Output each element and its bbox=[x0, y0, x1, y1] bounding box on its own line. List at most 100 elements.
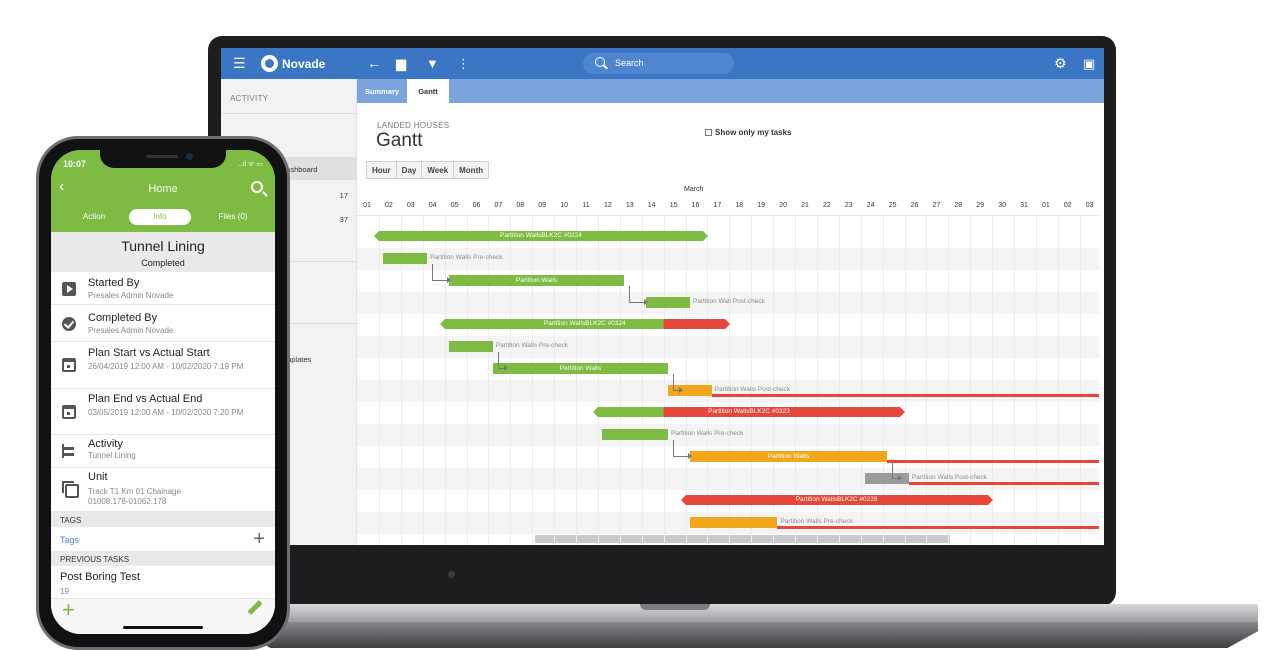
gantt-chart[interactable]: March 01 02 03 04 05 06 07 08 09 10 11 12 13 14 15 16 17… bbox=[357, 183, 1099, 545]
gantt-grid-line bbox=[532, 215, 534, 545]
gantt-overdue-line bbox=[886, 460, 1099, 463]
gantt-grid-line bbox=[597, 215, 599, 545]
gantt-day-label: 26 bbox=[910, 202, 919, 209]
laptop-opening-notch bbox=[640, 604, 710, 610]
gantt-task-bar[interactable]: Partition Walls bbox=[492, 363, 668, 374]
row-title: Unit bbox=[88, 471, 108, 483]
search-input[interactable]: Search bbox=[583, 53, 734, 74]
menu-icon[interactable]: ☰ bbox=[233, 55, 246, 71]
gantt-task-label: Partition Walls Pre-check bbox=[430, 254, 503, 261]
gantt-dependency-arrow bbox=[891, 462, 902, 481]
scale-hour-button[interactable]: Hour bbox=[367, 162, 397, 178]
gantt-task-label: Partition Walls Post-check bbox=[911, 474, 988, 481]
scale-week-button[interactable]: Week bbox=[422, 162, 455, 178]
gantt-day-label: 08 bbox=[516, 202, 525, 209]
gantt-task-bar[interactable] bbox=[667, 385, 712, 396]
row-title: Completed By bbox=[88, 312, 158, 324]
gantt-grid-line bbox=[466, 215, 468, 545]
search-icon bbox=[595, 57, 605, 67]
check-circle-icon bbox=[62, 317, 76, 331]
gantt-day-label: 21 bbox=[801, 202, 809, 209]
gantt-summary-bar[interactable]: Partition WallsBLK2C #0224 bbox=[373, 231, 709, 241]
gantt-summary-bar[interactable]: Partition WallsBLK2C #0228 bbox=[680, 495, 993, 505]
info-row-completed-by: Completed By Presales Admin Novade bbox=[51, 305, 275, 342]
gantt-task-bar[interactable]: Partition Walls bbox=[448, 275, 625, 286]
front-camera bbox=[186, 153, 193, 160]
gantt-grid-line bbox=[882, 215, 884, 545]
gantt-day-label: 19 bbox=[757, 202, 766, 209]
more-vert-icon[interactable]: ⋮ bbox=[457, 56, 470, 71]
gantt-task-bar[interactable]: Partition Walls bbox=[689, 451, 887, 462]
gantt-grid-line bbox=[1057, 215, 1059, 545]
gantt-grid-line bbox=[904, 215, 906, 545]
briefcase-icon[interactable]: ▆ bbox=[396, 56, 406, 71]
gantt-day-label: 16 bbox=[691, 202, 700, 209]
status-icons: ..ıl ᯤ ▭ bbox=[238, 161, 263, 168]
gantt-dependency-arrow bbox=[497, 352, 508, 371]
gantt-day-label: 09 bbox=[538, 202, 547, 209]
gantt-grid-line bbox=[619, 215, 621, 545]
gantt-task-bar[interactable] bbox=[602, 429, 668, 440]
sidebar-item-templates[interactable]: mplates bbox=[221, 347, 357, 370]
gantt-day-label: 01 bbox=[363, 202, 371, 209]
laptop-base-bottom bbox=[240, 620, 1258, 648]
task-name: Tunnel Lining bbox=[121, 238, 205, 254]
gantt-day-label: 22 bbox=[822, 202, 831, 209]
gantt-task-bar[interactable] bbox=[865, 473, 909, 484]
gantt-task-bar[interactable] bbox=[383, 253, 428, 264]
phone-notch bbox=[100, 150, 226, 168]
back-arrow-icon[interactable]: ← bbox=[367, 55, 381, 71]
gantt-grid-line bbox=[729, 215, 731, 545]
add-tag-plus-icon[interactable]: + bbox=[253, 528, 265, 550]
gantt-day-label: 03 bbox=[406, 202, 415, 209]
gantt-day-label: 25 bbox=[888, 202, 897, 209]
gantt-day-label: 03 bbox=[1085, 202, 1094, 209]
gantt-day-label: 10 bbox=[560, 202, 568, 209]
home-indicator bbox=[123, 626, 203, 629]
tab-summary[interactable]: Summary bbox=[364, 87, 400, 96]
sidebar-item-count: 37 bbox=[339, 215, 348, 224]
horizontal-scrollbar[interactable] bbox=[535, 535, 950, 543]
gantt-grid-line bbox=[422, 215, 424, 545]
tab-info[interactable]: Info bbox=[129, 209, 191, 225]
add-plus-icon[interactable]: + bbox=[62, 597, 75, 622]
gantt-grid-line bbox=[838, 215, 840, 545]
gantt-dependency-arrow bbox=[629, 286, 648, 305]
checkbox-box[interactable] bbox=[705, 129, 712, 136]
gantt-summary-bar[interactable]: Partition WallsBLK2C #0324 bbox=[439, 319, 731, 329]
search-icon[interactable] bbox=[251, 181, 263, 193]
gantt-dependency-arrow bbox=[432, 264, 451, 283]
filter-icon[interactable]: ▼ bbox=[426, 56, 439, 71]
laptop-webcam bbox=[448, 571, 455, 578]
gantt-task-bar[interactable] bbox=[448, 341, 493, 352]
gantt-day-label: 29 bbox=[976, 202, 985, 209]
gantt-grid-line bbox=[948, 215, 950, 545]
tab-files[interactable]: Files (0) bbox=[218, 212, 248, 221]
gantt-day-label: 11 bbox=[582, 202, 590, 209]
tab-action[interactable]: Action bbox=[82, 212, 106, 221]
info-row-plan-start: Plan Start vs Actual Start 26/04/2019 12… bbox=[51, 342, 275, 389]
gantt-overdue-line bbox=[908, 482, 1099, 485]
previous-task-title[interactable]: Post Boring Test bbox=[60, 571, 140, 583]
scale-day-button[interactable]: Day bbox=[397, 162, 423, 178]
tags-link[interactable]: Tags bbox=[60, 535, 80, 545]
tab-gantt[interactable]: Gantt bbox=[407, 79, 449, 103]
gantt-task-bar[interactable] bbox=[689, 517, 778, 528]
account-box-icon[interactable]: ▣ bbox=[1083, 56, 1096, 71]
gantt-grid-line bbox=[773, 215, 775, 545]
row-sub: Presales Admin Novade bbox=[88, 291, 174, 300]
gantt-task-bar[interactable] bbox=[646, 297, 690, 308]
gantt-task-label: Partition Walls Pre-check bbox=[495, 342, 569, 349]
sidebar-item-3[interactable]: 37 bbox=[221, 207, 357, 230]
brand-name: Novade bbox=[282, 57, 326, 71]
gantt-summary-bar[interactable]: Partition WallsBLK2C #0323 bbox=[592, 407, 906, 417]
back-chevron-icon[interactable]: ‹ bbox=[59, 178, 65, 195]
copy-icon bbox=[62, 481, 79, 498]
gantt-header-divider bbox=[357, 215, 1099, 216]
gear-icon[interactable]: ⚙ bbox=[1054, 55, 1067, 71]
scale-month-button[interactable]: Month bbox=[459, 166, 484, 175]
row-title: Plan Start vs Actual Start bbox=[88, 347, 210, 359]
gantt-day-label: 31 bbox=[1020, 202, 1028, 209]
show-only-my-tasks-checkbox[interactable]: Show only my tasks bbox=[705, 128, 791, 137]
